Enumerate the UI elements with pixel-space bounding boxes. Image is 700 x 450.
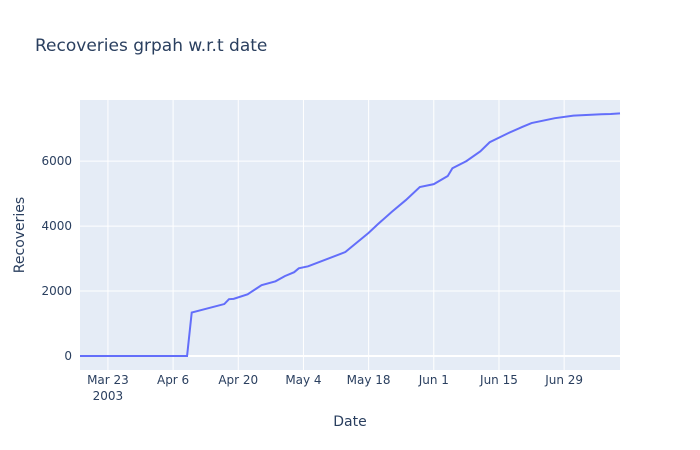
plot-background — [80, 100, 620, 370]
y-tick-label: 6000 — [41, 154, 72, 168]
chart-title: Recoveries grpah w.r.t date — [35, 36, 267, 56]
data-line — [80, 112, 621, 358]
x-tick-label: Jun 29 — [544, 373, 583, 387]
x-tick-label: Jun 15 — [479, 373, 518, 387]
x-tick-label: Apr 20 — [218, 373, 258, 387]
y-tick-label: 4000 — [41, 219, 72, 233]
x-tick-label: May 4 — [285, 373, 321, 387]
x-axis-title: Date — [333, 414, 366, 430]
x-tick-sublabel: 2003 — [93, 389, 124, 403]
x-tick-label: Mar 23 — [87, 373, 129, 387]
y-tick-label: 0 — [64, 349, 72, 363]
x-tick-label: May 18 — [347, 373, 391, 387]
x-tick-label: Apr 6 — [157, 373, 189, 387]
y-tick-label: 2000 — [41, 284, 72, 298]
x-tick-label: Jun 1 — [418, 373, 449, 387]
y-axis-title: Recoveries — [12, 197, 28, 273]
